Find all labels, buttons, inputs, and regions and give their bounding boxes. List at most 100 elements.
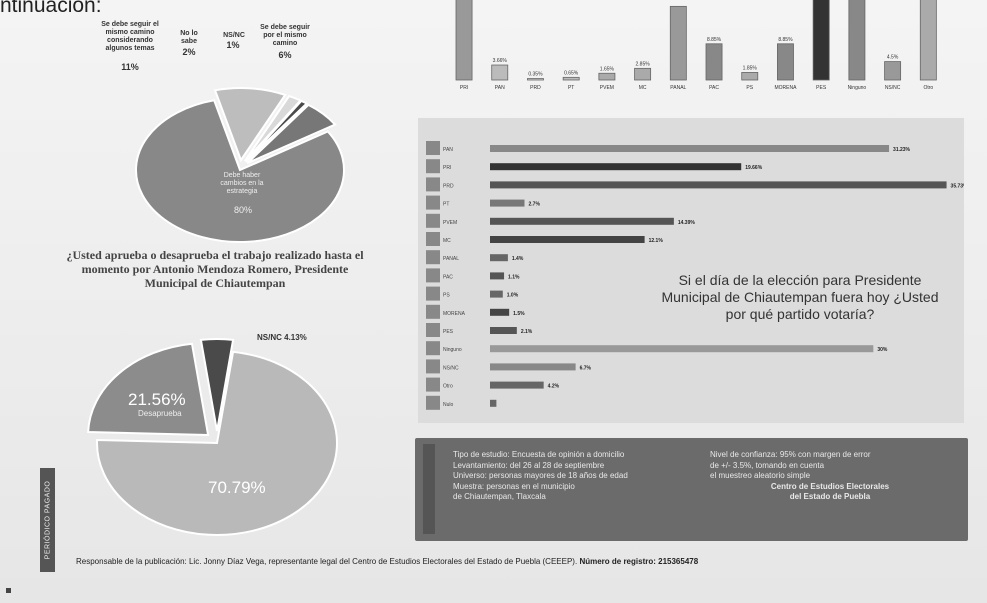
pie1-value-1: 11% (121, 62, 139, 72)
pie2-nsnc-label: NS/NC 4.13% (257, 333, 307, 342)
pie2-slice (199, 338, 235, 432)
vertical-bar-chart: PRI 3.66% PAN 0.35% PRD 0.65% PT 1.65% PVEM 2.85%… (455, 0, 937, 91)
info-right-column: Nivel de confianza: 95% con margen de er… (710, 450, 950, 503)
hbar-value-label: 30% (877, 347, 888, 353)
pie1-label-3: NS/NC (223, 32, 245, 39)
hbar-party-icon (426, 159, 440, 174)
hbar-party-icon (426, 323, 440, 337)
pie1-value-4: 6% (278, 50, 292, 60)
hbar-party-icon (426, 195, 440, 210)
hbar-category-label: PS (443, 293, 450, 299)
vbar-category-label: PVEM (600, 85, 614, 91)
question-approval: ¿Usted aprueba o desaprueba el trabajo r… (66, 248, 364, 290)
info-box-tab (423, 444, 435, 534)
vbar-category-label: PANAL (670, 85, 686, 91)
vbar-category-label: PT (568, 85, 574, 91)
info-left-line: Universo: personas mayores de 18 años de… (453, 471, 628, 480)
vbar-category-label: PES (816, 85, 827, 91)
hbar-category-label: PRD (443, 183, 454, 189)
hbar-party-icon (426, 232, 440, 246)
hbar-value-label: 2.1% (521, 329, 533, 335)
hbar-party-icon (426, 286, 440, 301)
hbar-category-label: PRI (443, 165, 451, 171)
hbar-value-label: 31.23% (893, 147, 911, 153)
hbar-value-label: 1.1% (508, 274, 520, 280)
vbar (455, 0, 473, 81)
info-left-line: Tipo de estudio: Encuesta de opinión a d… (453, 450, 625, 459)
vbar-category-label: NS/NC (885, 85, 901, 91)
side-tab: PERIÓDICO PAGADO (40, 468, 55, 572)
hbar-category-label: PAC (443, 274, 453, 280)
vbar-category-label: Otro (923, 85, 933, 91)
hbar-category-label: MORENA (443, 311, 466, 317)
hbar-category-label: Nulo (443, 402, 454, 408)
hbar (490, 363, 576, 371)
hbar-category-label: PANAL (443, 256, 459, 262)
info-right-line: de +/- 3.5%, tomando en cuenta (710, 460, 825, 470)
pie1-slice (135, 99, 345, 243)
vbar-category-label: MORENA (774, 85, 797, 91)
vbar (884, 61, 902, 81)
pie1-label-2: No lo sabe (180, 30, 198, 45)
vbar-value-label: 2.85% (636, 61, 651, 67)
hbar (490, 272, 505, 280)
vbar-category-label: PRI (460, 85, 468, 91)
hbar-value-label: 19.66% (745, 165, 763, 171)
hbar (490, 290, 503, 298)
vbar (777, 43, 794, 81)
question-vote: Si el día de la elección para Presidente… (661, 272, 939, 322)
hbar (490, 236, 645, 243)
top-fragment: ntinuación: (0, 0, 102, 17)
vbar-value-label: 1.85% (743, 65, 758, 71)
vbar (741, 72, 759, 81)
pie-chart-2 (87, 338, 338, 536)
info-right-line: el muestreo aleatorio simple (710, 471, 811, 480)
pie1-label-1: Se debe seguir el mismo camino considera… (101, 21, 159, 52)
pie2-disapprove-label: Desaprueba (138, 409, 182, 418)
vbar-value-label: 3.66% (493, 58, 508, 64)
vbar (848, 0, 866, 81)
hbar (490, 308, 510, 316)
hbar-party-icon (426, 250, 440, 265)
footer: Responsable de la publicación: Lic. Jonn… (76, 557, 981, 566)
vbar (527, 78, 544, 81)
hbar-party-icon (426, 268, 440, 283)
footer-text: Responsable de la publicación: Lic. Jonn… (76, 557, 578, 566)
hbar-party-icon (426, 213, 440, 228)
hbar-category-label: Ninguno (443, 347, 462, 353)
info-right-line: del Estado de Puebla (789, 492, 871, 501)
pie1-slice (246, 103, 337, 165)
footer-registry: Número de registro: 215365478 (579, 557, 699, 566)
vbar (634, 67, 652, 81)
hbar-value-label: 1.0% (507, 293, 519, 299)
vbar (562, 76, 580, 81)
vbar-category-label: PRD (530, 85, 541, 91)
pie-chart-1 (135, 87, 345, 243)
hbar (490, 327, 517, 334)
vbar (598, 72, 616, 81)
hbar-category-label: MC (443, 238, 451, 244)
hbar-party-icon (426, 341, 440, 356)
info-left-line: Levantamiento: del 26 al 28 de septiembr… (453, 460, 605, 470)
pie1-slice (213, 87, 287, 163)
info-right-line: Nivel de confianza: 95% con margen de er… (710, 450, 871, 459)
corner-mark (6, 588, 11, 593)
pie1-value-3: 1% (226, 40, 240, 50)
vbar-category-label: MC (639, 85, 647, 91)
hbar-party-icon (426, 377, 440, 392)
hbar-party-icon (426, 395, 440, 410)
pie2-approve-value: 70.79% (208, 478, 266, 497)
hbar (490, 217, 674, 225)
vbar-value-label: 0.65% (564, 70, 579, 76)
pie1-value-2: 2% (182, 47, 196, 57)
hbar-category-label: NS/NC (443, 365, 459, 371)
vbar-category-label: PAN (495, 85, 505, 91)
hbar-party-icon (426, 177, 440, 192)
vbar-category-label: PAC (709, 85, 719, 91)
hbar-category-label: PAN (443, 147, 453, 153)
hbar-party-icon (426, 359, 440, 374)
hbar (490, 163, 742, 171)
pie1-slice (244, 99, 309, 163)
vbar (669, 5, 687, 81)
